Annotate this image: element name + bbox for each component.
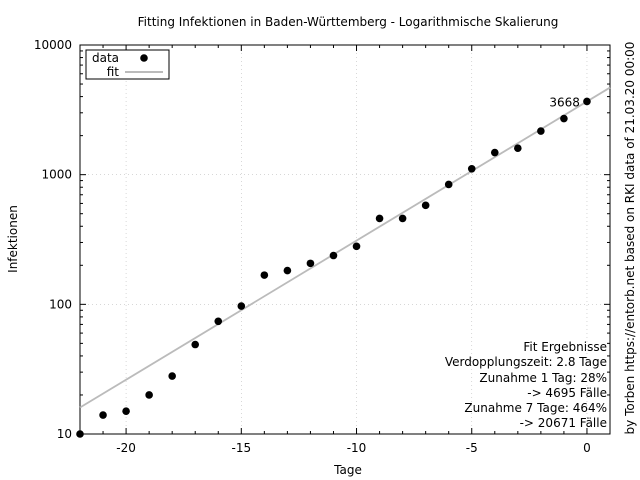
- x-tick-label: -5: [466, 441, 478, 455]
- x-tick-label: -15: [231, 441, 251, 455]
- x-tick-label: -10: [347, 441, 367, 455]
- data-point: [145, 391, 153, 399]
- x-axis-label: Tage: [333, 463, 362, 477]
- data-point: [560, 114, 568, 123]
- y-tick-label: 10000: [34, 38, 72, 52]
- fit-results-line: Zunahme 7 Tage: 464%: [464, 401, 607, 415]
- right-side-label: by Torben https://entorb.net based on RK…: [623, 42, 637, 435]
- legend-box: [85, 49, 170, 80]
- data-point: [76, 430, 84, 438]
- data-point: [490, 148, 499, 157]
- data-point: [421, 201, 430, 210]
- data-label: 3668: [549, 95, 580, 109]
- data-point: [214, 317, 223, 326]
- data-point: [375, 214, 384, 223]
- data-point: [444, 180, 453, 189]
- fit-results-line: -> 20671 Fälle: [520, 416, 607, 430]
- axis-ticks: -20 -15 -10 -5 0 10 100 1000 10000: [34, 38, 611, 455]
- data-point: [168, 372, 176, 380]
- fit-results-title: Fit Ergebnisse: [523, 340, 607, 354]
- data-point: [260, 271, 269, 279]
- plot-series: 3668: [76, 86, 611, 438]
- data-point: [122, 407, 130, 415]
- plot-frame: [79, 44, 611, 435]
- legend: data fit: [85, 49, 170, 80]
- fit-results-line: Verdopplungszeit: 2.8 Tage: [445, 355, 607, 369]
- grid: [80, 45, 610, 434]
- y-axis-label: Infektionen: [6, 205, 20, 273]
- y-tick-label: 1000: [41, 168, 72, 182]
- fit-line: [79, 86, 611, 409]
- data-point: [237, 302, 246, 310]
- data-point: [514, 144, 522, 152]
- legend-marker-data: [140, 54, 148, 62]
- y-tick-label: 10: [57, 427, 72, 441]
- data-point: [467, 164, 476, 173]
- data-point: [583, 97, 591, 106]
- x-tick-label: -20: [116, 441, 136, 455]
- fit-results-line: Zunahme 1 Tag: 28%: [479, 371, 607, 385]
- data-point: [283, 266, 292, 275]
- data-point: [99, 411, 107, 419]
- fit-results-box: Fit Ergebnisse Verdopplungszeit: 2.8 Tag…: [445, 340, 607, 430]
- data-point: [306, 259, 315, 268]
- data-point: [191, 340, 200, 349]
- chart-title: Fitting Infektionen in Baden-Württemberg…: [138, 15, 559, 29]
- data-point: [352, 242, 361, 251]
- x-tick-label: 0: [583, 441, 591, 455]
- y-tick-label: 100: [49, 297, 72, 311]
- data-point: [537, 127, 545, 135]
- legend-label-fit: fit: [107, 65, 120, 79]
- data-point: [398, 214, 407, 223]
- data-point: [329, 251, 338, 260]
- legend-label-data: data: [92, 51, 119, 65]
- fit-results-line: -> 4695 Fälle: [527, 386, 607, 400]
